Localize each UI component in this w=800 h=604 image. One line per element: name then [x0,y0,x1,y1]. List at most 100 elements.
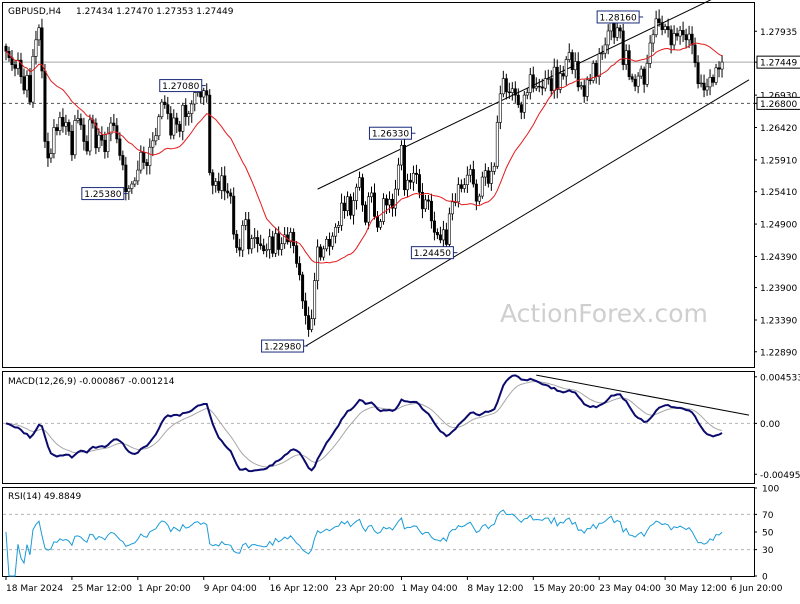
candle-body [232,195,236,235]
macd-pane-border [2,371,755,484]
candle-body [462,184,466,189]
candle-body [576,61,580,88]
candle-body [298,263,302,276]
candle-body [280,243,284,250]
candle-body [606,30,610,46]
candle-body [570,52,574,71]
candle-body [687,33,691,41]
candle-body [187,113,191,118]
rsi-axis-tick-label: 100 [762,485,779,495]
candle-body [31,56,35,103]
candle-body [708,77,712,88]
rsi-axis-tick-label: 50 [762,529,774,539]
candle-body [594,63,598,77]
macd-axis-tick-label: 0.004533 [760,373,800,383]
candle-body [579,85,583,88]
candle-body [328,239,332,247]
candle-body [717,67,721,70]
rsi-header-label: RSI(14) 49.8849 [8,492,81,502]
candle-body [262,245,266,252]
candle-body [277,233,281,250]
candle-body [100,134,104,141]
candle-body [456,184,460,203]
candle-body [525,92,529,96]
price-annotation: 1.22980 [261,339,308,353]
candle-body [73,120,77,156]
candle-body [118,138,122,156]
candle-body [58,117,62,131]
candle-body [226,190,230,194]
candle-body [370,192,374,198]
candle-body [220,175,224,191]
candle-body [603,44,607,54]
candle-body [669,29,673,46]
annotation-label: 1.22980 [264,343,301,353]
candle-body [367,196,371,223]
time-axis-label: 1 May 04:00 [401,584,457,594]
macd-header-label: MACD(12,26,9) -0.000867 -0.001214 [8,377,175,387]
time-axis-label: 23 May 04:00 [599,584,661,594]
candle-body [202,90,206,98]
candle-body [85,141,89,152]
candle-body [217,181,221,191]
candle-body [444,229,448,245]
y-axis-tick-label: 1.25410 [760,188,797,198]
candle-body [651,34,655,44]
annotation-label: 1.26330 [372,130,409,140]
candle-body [145,162,149,166]
candle-body [426,199,430,202]
candle-body [331,235,335,247]
candle-body [696,62,700,84]
candle-body [705,86,709,91]
candle-body [591,63,595,81]
candle-body [483,170,487,178]
candle-body [205,90,209,96]
candle-body [127,188,131,192]
candle-body [417,174,421,193]
candle-body [97,134,101,149]
candle-body [28,75,32,103]
time-axis-label: 30 May 12:00 [665,584,727,594]
candle-body [564,59,568,77]
candle-body [238,247,242,251]
candle-body [121,155,125,166]
candle-body [690,33,694,46]
candle-body [208,94,212,173]
candle-body [675,33,679,37]
time-axis-label: 6 Jun 20:00 [731,584,783,594]
candle-body [474,183,478,202]
time-axis-label: 1 Apr 20:00 [138,584,191,594]
candle-body [582,85,586,97]
candle-body [292,232,296,246]
candle-body [193,92,197,105]
candle-body [378,221,382,228]
candle-body [396,164,400,190]
y-axis-tick-label: 1.26420 [760,124,797,134]
candle-body [420,192,424,210]
candle-body [190,103,194,114]
candle-body [375,216,379,228]
candle-body [340,202,344,226]
candle-body [139,151,143,171]
time-axis-label: 25 Mar 12:00 [72,584,132,594]
candle-body [633,78,637,87]
candle-body [124,164,128,192]
main-header-symbol: GBPUSD,H4 [8,7,61,17]
candle-body [657,18,661,23]
y-axis-tick-label: 1.22890 [760,348,797,358]
candle-body [223,175,227,192]
candle-body [316,246,320,281]
candle-body [214,181,218,186]
current-price-marker [756,55,800,69]
candle-body [79,118,83,126]
y-axis-tick-label: 1.26930 [760,92,797,102]
candle-body [25,75,29,91]
candle-body [301,274,305,302]
candle-body [43,70,47,142]
candle-body [211,172,215,186]
candle-body [624,50,628,65]
candle-body [549,78,553,91]
candle-body [325,239,329,250]
